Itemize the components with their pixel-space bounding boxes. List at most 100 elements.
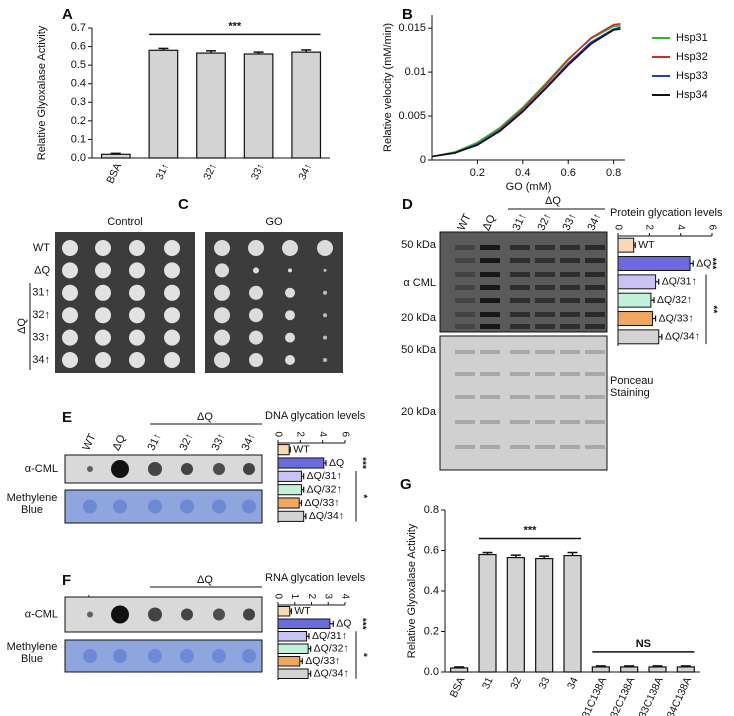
bar [506, 556, 525, 673]
chart-title: Protein glycation levels [610, 207, 723, 219]
colony-spot [214, 352, 230, 368]
colony-spot [215, 263, 229, 278]
colony-spot [95, 352, 111, 368]
error-bar [308, 645, 312, 652]
lane-label: 34↑ [239, 431, 257, 452]
error-bar [567, 551, 578, 556]
legend-label: Hsp34 [676, 89, 708, 101]
error-bar [158, 47, 169, 51]
colony-spot [248, 240, 264, 256]
error-bar [510, 554, 521, 558]
lane-label: 33↑ [560, 211, 578, 232]
stain-band [560, 445, 580, 449]
blot-dot [243, 608, 255, 621]
stain-dot [148, 649, 162, 663]
stain-band [510, 445, 530, 449]
bar [277, 643, 309, 654]
blot-dot [148, 462, 162, 476]
stain-band [510, 395, 530, 399]
blot-image [64, 489, 263, 524]
stain-dot [212, 649, 226, 663]
blot-dot [87, 611, 93, 618]
panel-label: C [178, 196, 189, 213]
bar [563, 554, 582, 673]
marker-label: 50 kDa [401, 239, 437, 251]
row-label: WT [33, 242, 50, 254]
x-tick-label: 34C138A [665, 675, 694, 716]
category-label: ΔQ/34↑ [314, 668, 349, 680]
y-tick-label: 0.0 [71, 152, 86, 164]
row-label: 31↑ [32, 287, 50, 299]
panel-label: B [402, 6, 413, 23]
blot-band [560, 312, 580, 317]
colony-spot [164, 352, 180, 368]
plate-image [205, 232, 343, 373]
x-tick-label: 0.2 [470, 167, 485, 179]
error-bar [303, 513, 307, 520]
y-tick-label: 0.6 [424, 544, 439, 556]
stain-band [455, 372, 475, 376]
series-line [431, 28, 621, 158]
x-tick-label: 4 [339, 593, 350, 599]
bar [617, 274, 657, 290]
blot-band [510, 298, 530, 303]
bar [617, 237, 635, 253]
blot-band [585, 272, 605, 277]
colony-spot [62, 262, 78, 279]
significance-label: *** [228, 20, 242, 32]
blot-band [480, 312, 500, 317]
series-line [431, 26, 621, 158]
bar [277, 497, 300, 509]
colony-spot [285, 310, 295, 321]
colony-spot [95, 262, 111, 279]
y-axis-label: Relative velocity (mM/min) [382, 23, 394, 152]
stain-dot [113, 499, 127, 514]
blot-band [535, 285, 555, 290]
y-tick-label: 0.8 [424, 504, 439, 516]
y-tick-label: 0.3 [71, 96, 86, 108]
blot-band [510, 245, 530, 250]
blot-band [480, 272, 500, 277]
x-tick-label: 31C138A [580, 675, 609, 716]
category-label: ΔQ/31↑ [312, 630, 347, 642]
x-tick-label: 0 [272, 431, 283, 437]
error-bar [206, 50, 216, 54]
x-tick-label: 2 [306, 593, 317, 599]
blot-band [455, 312, 475, 317]
blot-band [585, 324, 605, 329]
stain-band [510, 372, 530, 376]
blot-band [510, 258, 530, 263]
colony-spot [129, 307, 145, 324]
bar [450, 667, 469, 673]
x-tick-label: 0.4 [515, 167, 530, 179]
blot-dot [111, 460, 129, 478]
marker-label: 20 kDa [401, 312, 437, 324]
colony-spot [249, 330, 263, 345]
blot-band [535, 324, 555, 329]
row-label: 33↑ [32, 332, 50, 344]
blot-band [535, 258, 555, 263]
stain-band [510, 420, 530, 424]
colony-spot [95, 284, 111, 301]
error-bar [323, 460, 327, 466]
panel-label: A [62, 6, 73, 23]
category-label: ΔQ [696, 257, 711, 269]
x-tick-label: 31 [480, 675, 496, 691]
error-bar [299, 658, 303, 665]
x-tick-label: 0.6 [561, 167, 576, 179]
bar [277, 631, 307, 642]
blot-band [560, 245, 580, 250]
panel-label: E [62, 409, 72, 426]
stain-dot [83, 649, 97, 663]
blot-band [510, 285, 530, 290]
lane-label: ΔQ [480, 213, 498, 233]
colony-spot [129, 352, 145, 368]
group-label: ΔQ [16, 318, 28, 334]
bar [620, 666, 639, 673]
stain-band [535, 372, 555, 376]
category-label: ΔQ [336, 618, 351, 630]
y-tick-label: 0.5 [71, 59, 86, 71]
bar [478, 553, 497, 673]
colony-spot [62, 329, 78, 346]
lane-label: 31↑ [145, 431, 163, 452]
